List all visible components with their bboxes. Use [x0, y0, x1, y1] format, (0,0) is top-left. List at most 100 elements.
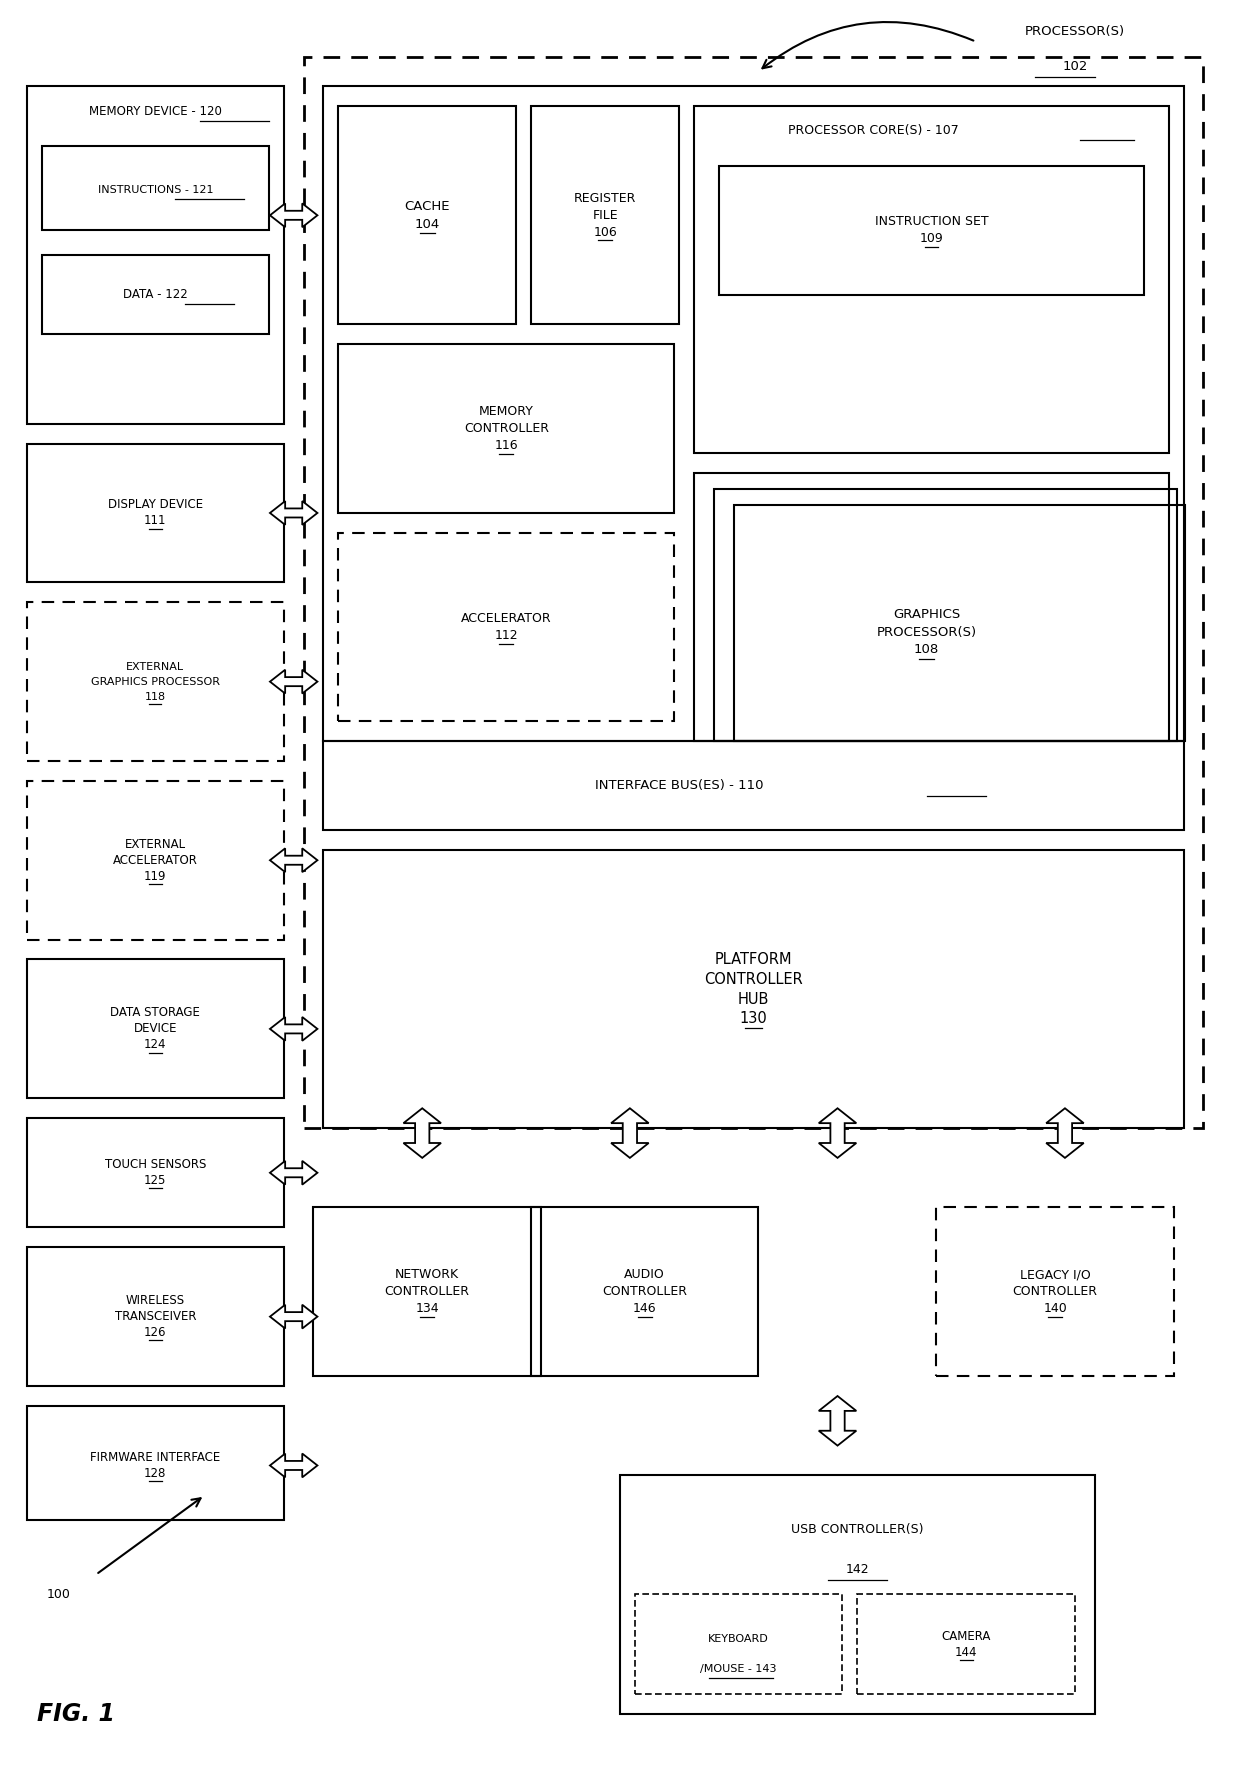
Bar	[339, 345, 675, 514]
Polygon shape	[270, 1161, 317, 1184]
Polygon shape	[818, 1396, 857, 1446]
Bar	[719, 165, 1145, 295]
Text: ACCELERATOR: ACCELERATOR	[113, 853, 197, 866]
Bar	[531, 1207, 759, 1376]
Text: FIG. 1: FIG. 1	[37, 1702, 114, 1725]
Text: LEGACY I/O: LEGACY I/O	[1019, 1268, 1090, 1282]
Bar	[27, 1406, 284, 1520]
Bar	[42, 146, 269, 229]
Text: 111: 111	[144, 514, 166, 528]
Bar	[339, 533, 675, 722]
Polygon shape	[818, 1108, 857, 1157]
Text: INTERFACE BUS(ES) - 110: INTERFACE BUS(ES) - 110	[595, 779, 764, 793]
Text: CONTROLLER: CONTROLLER	[1013, 1285, 1097, 1298]
Text: 100: 100	[46, 1588, 71, 1600]
Text: ACCELERATOR: ACCELERATOR	[461, 612, 552, 626]
Text: 108: 108	[914, 644, 939, 656]
Text: EXTERNAL: EXTERNAL	[125, 837, 186, 850]
Polygon shape	[270, 848, 317, 873]
Bar	[635, 1595, 842, 1694]
Bar	[694, 473, 1169, 741]
Polygon shape	[270, 501, 317, 525]
Text: 116: 116	[495, 439, 518, 452]
Text: 109: 109	[920, 233, 944, 245]
Polygon shape	[270, 203, 317, 228]
Text: /MOUSE - 143: /MOUSE - 143	[701, 1664, 777, 1673]
Bar	[324, 850, 1184, 1127]
Bar	[314, 1207, 541, 1376]
Text: KEYBOARD: KEYBOARD	[708, 1634, 769, 1645]
Text: 128: 128	[144, 1467, 166, 1479]
Text: 144: 144	[955, 1646, 977, 1659]
Polygon shape	[611, 1108, 649, 1157]
Text: DEVICE: DEVICE	[134, 1022, 177, 1035]
Polygon shape	[270, 670, 317, 693]
Text: 112: 112	[495, 629, 518, 642]
Text: 134: 134	[415, 1301, 439, 1316]
Text: 104: 104	[414, 217, 440, 231]
Bar	[27, 443, 284, 583]
Text: CACHE: CACHE	[404, 199, 450, 213]
Text: TOUCH SENSORS: TOUCH SENSORS	[104, 1157, 206, 1172]
Text: DISPLAY DEVICE: DISPLAY DEVICE	[108, 498, 203, 512]
Bar	[27, 1118, 284, 1227]
Bar	[531, 107, 680, 324]
Text: 146: 146	[632, 1301, 656, 1316]
Bar	[714, 489, 1177, 741]
Polygon shape	[270, 1017, 317, 1040]
Text: PROCESSOR(S): PROCESSOR(S)	[877, 626, 977, 638]
Bar	[339, 107, 516, 324]
Bar	[620, 1476, 1095, 1714]
Text: MEMORY: MEMORY	[479, 405, 533, 418]
Text: 140: 140	[1043, 1301, 1066, 1316]
Bar	[734, 505, 1184, 741]
Bar	[27, 960, 284, 1099]
Text: CAMERA: CAMERA	[941, 1630, 991, 1643]
Text: MEMORY DEVICE - 120: MEMORY DEVICE - 120	[89, 105, 222, 117]
Text: NETWORK: NETWORK	[396, 1268, 459, 1282]
Text: 124: 124	[144, 1038, 166, 1051]
Text: CONTROLLER: CONTROLLER	[464, 421, 549, 436]
Bar	[324, 741, 1184, 830]
Bar	[27, 87, 284, 423]
Text: USB CONTROLLER(S): USB CONTROLLER(S)	[791, 1524, 924, 1536]
Text: 102: 102	[1063, 60, 1087, 73]
Text: GRAPHICS PROCESSOR: GRAPHICS PROCESSOR	[91, 677, 219, 686]
Text: 118: 118	[145, 692, 166, 702]
Text: INSTRUCTION SET: INSTRUCTION SET	[874, 215, 988, 228]
Bar	[304, 57, 1203, 1127]
Bar	[324, 87, 1184, 741]
Bar	[27, 603, 284, 761]
Text: DATA STORAGE: DATA STORAGE	[110, 1006, 200, 1019]
Text: FIRMWARE INTERFACE: FIRMWARE INTERFACE	[91, 1451, 221, 1463]
Text: AUDIO: AUDIO	[625, 1268, 665, 1282]
Text: FILE: FILE	[593, 208, 618, 222]
Text: 130: 130	[739, 1012, 768, 1026]
Text: WIRELESS: WIRELESS	[125, 1294, 185, 1307]
Bar	[27, 1246, 284, 1387]
Text: CONTROLLER: CONTROLLER	[603, 1285, 687, 1298]
Text: 119: 119	[144, 869, 166, 882]
Text: PROCESSOR(S): PROCESSOR(S)	[1024, 25, 1125, 39]
Text: 125: 125	[144, 1173, 166, 1188]
Polygon shape	[1047, 1108, 1084, 1157]
Bar	[27, 781, 284, 939]
Bar	[936, 1207, 1174, 1376]
Polygon shape	[403, 1108, 441, 1157]
Text: EXTERNAL: EXTERNAL	[126, 661, 185, 672]
Bar	[42, 254, 269, 334]
Text: REGISTER: REGISTER	[574, 192, 636, 204]
Bar	[857, 1595, 1075, 1694]
Text: TRANSCEIVER: TRANSCEIVER	[114, 1310, 196, 1323]
Text: CONTROLLER: CONTROLLER	[384, 1285, 470, 1298]
Polygon shape	[270, 1454, 317, 1478]
Text: 126: 126	[144, 1326, 166, 1339]
Text: PLATFORM: PLATFORM	[714, 951, 792, 967]
Text: DATA - 122: DATA - 122	[123, 288, 187, 300]
Bar	[694, 107, 1169, 453]
Polygon shape	[270, 1305, 317, 1328]
Text: CONTROLLER: CONTROLLER	[704, 973, 802, 987]
Text: PROCESSOR CORE(S) - 107: PROCESSOR CORE(S) - 107	[789, 124, 959, 137]
Text: GRAPHICS: GRAPHICS	[893, 608, 960, 621]
Text: INSTRUCTIONS - 121: INSTRUCTIONS - 121	[98, 185, 213, 196]
